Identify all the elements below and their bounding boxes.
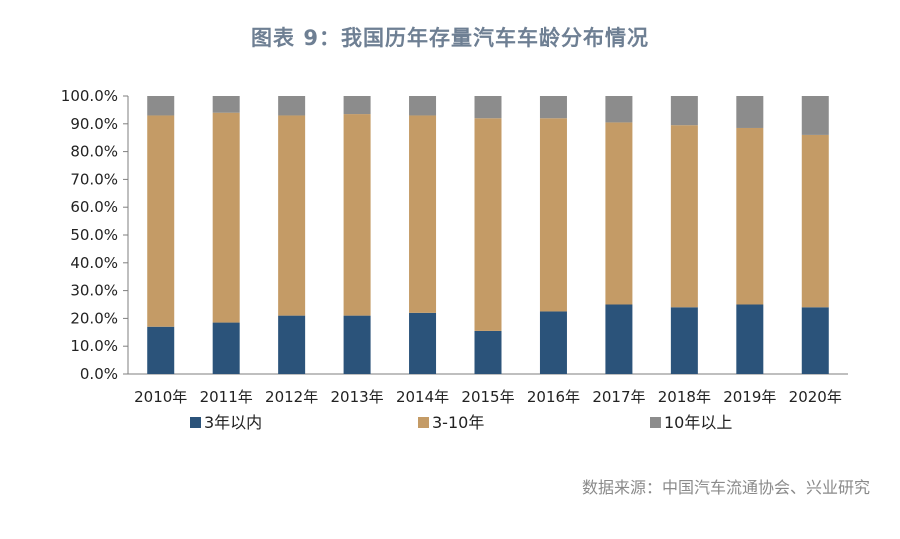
bar-segment-2 — [409, 115, 437, 313]
bar-segment-1 — [278, 315, 306, 374]
bar-segment-2 — [539, 118, 567, 312]
bar-segment-2 — [474, 118, 502, 331]
bar-segment-2 — [736, 127, 764, 305]
y-tick-label: 20.0% — [70, 309, 118, 327]
y-tick-label: 70.0% — [70, 170, 118, 188]
bar-segment-1 — [343, 315, 371, 374]
bar-segment-2 — [278, 115, 306, 316]
bar-segment-2 — [801, 134, 829, 308]
x-tick-label: 2014年 — [396, 388, 449, 406]
bar-segment-1 — [212, 322, 240, 374]
y-tick-label: 40.0% — [70, 254, 118, 272]
bar-segment-3 — [278, 96, 306, 116]
bar-segment-3 — [736, 96, 764, 128]
bar-segment-1 — [147, 326, 175, 374]
x-tick-label: 2015年 — [461, 388, 514, 406]
bar-segment-1 — [670, 307, 698, 374]
y-tick-label: 100.0% — [61, 87, 118, 105]
y-tick-label: 0.0% — [80, 365, 118, 383]
legend-label: 10年以上 — [664, 413, 732, 432]
x-tick-label: 2016年 — [527, 388, 580, 406]
y-tick-label: 90.0% — [70, 115, 118, 133]
legend-label: 3年以内 — [204, 413, 262, 432]
bar-segment-1 — [736, 304, 764, 374]
x-tick-label: 2018年 — [658, 388, 711, 406]
x-tick-label: 2010年 — [134, 388, 187, 406]
legend-swatch — [418, 417, 429, 428]
bar-segment-1 — [409, 312, 437, 374]
bar-segment-3 — [343, 96, 371, 115]
bar-segment-3 — [409, 96, 437, 116]
bar-segment-3 — [539, 96, 567, 119]
y-tick-label: 50.0% — [70, 226, 118, 244]
bar-segment-1 — [539, 311, 567, 374]
bar-segment-2 — [670, 125, 698, 308]
bar-segment-2 — [343, 114, 371, 316]
bar-segment-2 — [212, 112, 240, 323]
legend-swatch — [190, 417, 201, 428]
bar-segment-1 — [474, 330, 502, 374]
source-note: 数据来源：中国汽车流通协会、兴业研究 — [581, 478, 870, 497]
bar-segment-1 — [801, 307, 829, 374]
x-tick-label: 2019年 — [723, 388, 776, 406]
legend-swatch — [650, 417, 661, 428]
y-tick-label: 30.0% — [70, 282, 118, 300]
bar-segment-3 — [801, 96, 829, 135]
x-tick-label: 2017年 — [592, 388, 645, 406]
bar-segment-3 — [474, 96, 502, 119]
legend-label: 3-10年 — [432, 413, 484, 432]
bar-segment-3 — [670, 96, 698, 126]
bar-segment-2 — [605, 122, 633, 305]
x-tick-label: 2012年 — [265, 388, 318, 406]
bar-segment-3 — [147, 96, 175, 116]
bar-segment-3 — [605, 96, 633, 123]
bar-segment-2 — [147, 115, 175, 327]
y-tick-label: 60.0% — [70, 198, 118, 216]
x-tick-label: 2013年 — [330, 388, 383, 406]
bar-segment-3 — [212, 96, 240, 113]
chart-title: 图表 9：我国历年存量汽车车龄分布情况 — [251, 26, 649, 50]
x-tick-label: 2011年 — [200, 388, 253, 406]
bar-segment-1 — [605, 304, 633, 374]
y-tick-label: 10.0% — [70, 337, 118, 355]
y-tick-label: 80.0% — [70, 143, 118, 161]
x-tick-label: 2020年 — [789, 388, 842, 406]
